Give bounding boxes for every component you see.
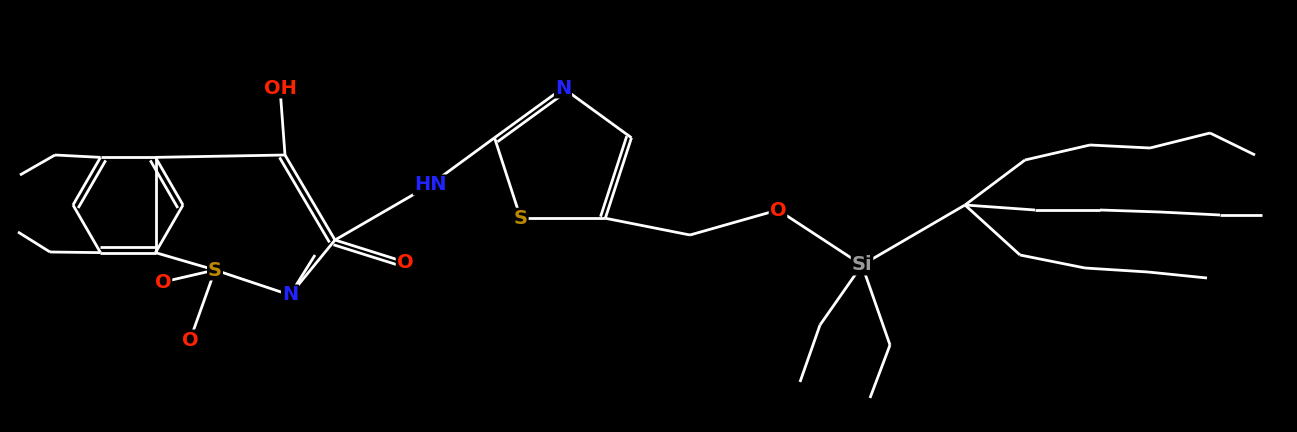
Text: O: O [769, 200, 786, 219]
Text: S: S [514, 209, 528, 228]
Text: Si: Si [852, 255, 873, 274]
Text: N: N [555, 79, 571, 98]
Text: O: O [182, 330, 198, 349]
Text: O: O [154, 273, 171, 292]
Text: HN: HN [414, 175, 446, 194]
Text: S: S [208, 260, 222, 280]
Text: OH: OH [263, 79, 297, 98]
Text: N: N [281, 286, 298, 305]
Text: O: O [397, 252, 414, 271]
